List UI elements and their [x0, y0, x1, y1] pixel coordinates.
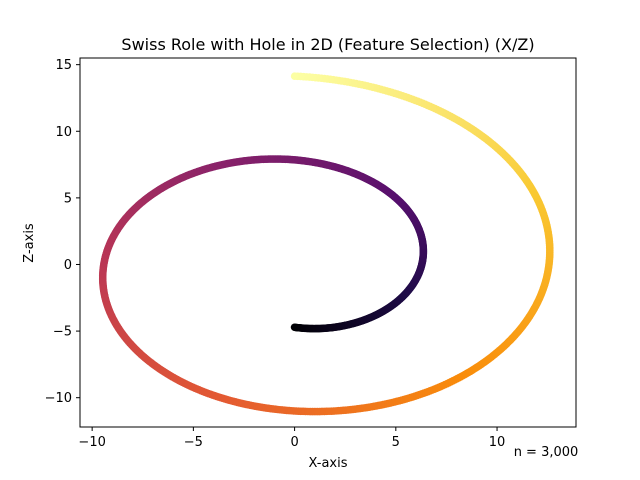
- y-tick-label: −5: [53, 325, 72, 340]
- scatter-point: [290, 72, 299, 80]
- y-tick-label: 10: [55, 125, 72, 140]
- x-axis-label: X-axis: [309, 456, 348, 471]
- y-axis-ticks: −10 −5 0 5 10 15: [45, 58, 80, 406]
- plot-area-frame: [79, 57, 577, 428]
- x-tick-label: 5: [392, 435, 400, 450]
- x-tick-label: 10: [489, 435, 506, 450]
- y-tick-label: −10: [45, 391, 72, 406]
- y-axis-label: Z-axis: [22, 223, 37, 263]
- y-tick-label: 15: [55, 58, 72, 73]
- x-axis-ticks: −10 −5 0 5 10: [78, 427, 505, 450]
- chart-title: Swiss Role with Hole in 2D (Feature Sele…: [121, 35, 534, 54]
- scatter-points-layer: [98, 72, 554, 416]
- y-tick-label: 0: [64, 258, 72, 273]
- point-count-label: n = 3,000: [514, 445, 579, 460]
- x-tick-label: 0: [290, 435, 298, 450]
- y-tick-label: 5: [64, 191, 72, 206]
- x-tick-label: −5: [184, 435, 203, 450]
- x-tick-label: −10: [78, 435, 105, 450]
